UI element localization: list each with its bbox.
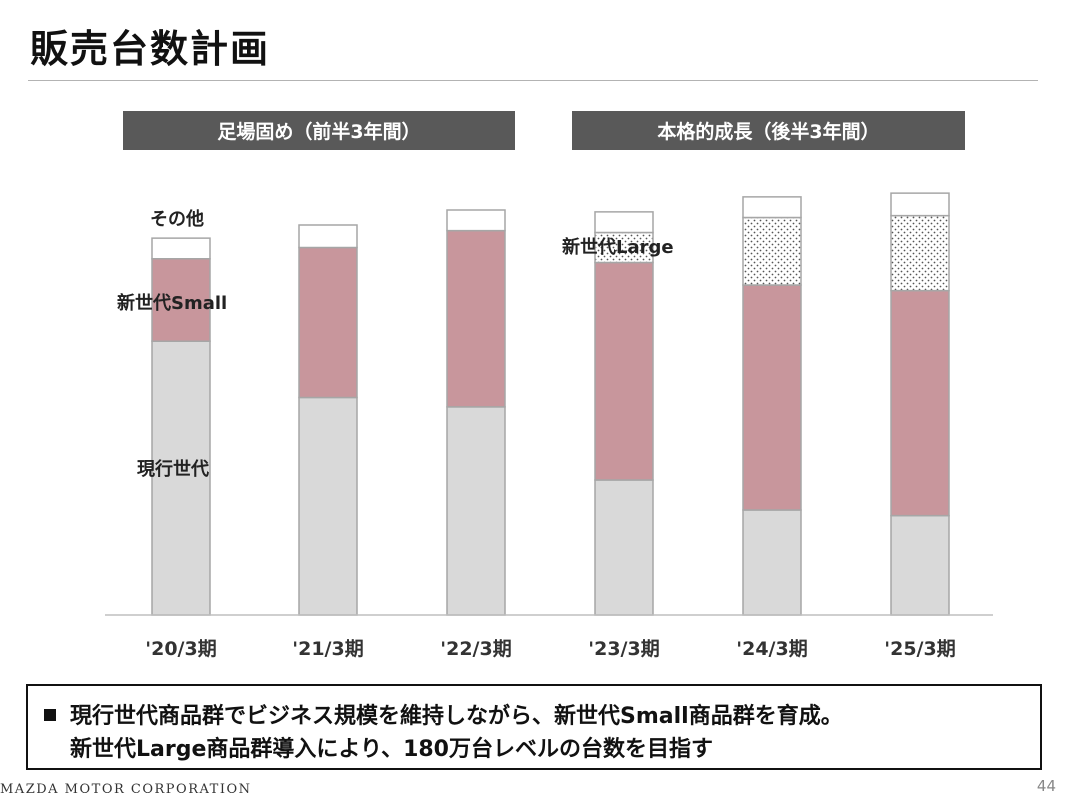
bar-segment-new-small-3 [446, 229, 506, 408]
bar-segment-new-small-4 [594, 261, 654, 481]
phase-header-second-half: 本格的成長（後半3年間） [572, 111, 965, 150]
bar-segment-current-gen-2 [298, 396, 358, 616]
x-tick-label: '22/3期 [440, 638, 511, 660]
x-tick-labels: '20/3期 '21/3期 '22/3期 '23/3期 '24/3期 '25/3期 [145, 638, 955, 660]
bar-segment-other-6 [890, 192, 950, 217]
bar-segment-current-gen-4 [594, 479, 654, 616]
company-name: MAZDA MOTOR CORPORATION [0, 782, 252, 797]
square-bullet-icon [44, 709, 56, 721]
bar-segment-other-2 [298, 224, 358, 249]
page-title: 販売台数計画 [30, 27, 271, 71]
bar-segment-new-small-5 [742, 284, 802, 511]
x-tick-label: '25/3期 [884, 638, 955, 660]
phase-header-first-half: 足場固め（前半3年間） [123, 111, 515, 150]
bar-segment-new-small-2 [298, 246, 358, 399]
title-divider [28, 80, 1038, 81]
segment-label-new-large: 新世代Large [562, 237, 674, 258]
bar-segment-new-small-1 [151, 258, 211, 342]
stacked-bar-chart: '20/3期 '21/3期 '22/3期 '23/3期 '24/3期 '25/3期 [105, 192, 993, 660]
bar-segment-other-5 [742, 196, 802, 219]
bar-segment-current-gen-6 [890, 514, 950, 616]
bar-segment-new-large-5 [742, 216, 802, 286]
bar-segment-new-large-6 [890, 214, 950, 292]
summary-line-1: 現行世代商品群でビジネス規模を維持しながら、新世代Small商品群を育成。 [70, 704, 843, 729]
summary-box: 現行世代商品群でビジネス規模を維持しながら、新世代Small商品群を育成。 新世… [26, 684, 1042, 770]
bar-segment-current-gen-5 [742, 509, 802, 616]
segment-label-new-small: 新世代Small [117, 293, 228, 314]
bar-segment-new-large-4 [594, 231, 654, 264]
x-tick-label: '21/3期 [292, 638, 363, 660]
bar-segment-other-4 [594, 211, 654, 234]
x-tick-label: '23/3期 [588, 638, 659, 660]
x-tick-label: '20/3期 [145, 638, 216, 660]
x-tick-label: '24/3期 [736, 638, 807, 660]
bar-segment-other-1 [151, 237, 211, 260]
bars-group [151, 192, 950, 616]
bar-segment-new-small-6 [890, 289, 950, 517]
bar-segment-current-gen-1 [151, 340, 211, 616]
bar-segment-other-3 [446, 209, 506, 232]
summary-line-2: 新世代Large商品群導入により、180万台レベルの台数を目指す [70, 737, 713, 762]
segment-label-other: その他 [150, 209, 204, 230]
bar-segment-current-gen-3 [446, 406, 506, 616]
segment-label-current-gen: 現行世代 [137, 459, 209, 480]
page-number: 44 [1036, 777, 1056, 795]
